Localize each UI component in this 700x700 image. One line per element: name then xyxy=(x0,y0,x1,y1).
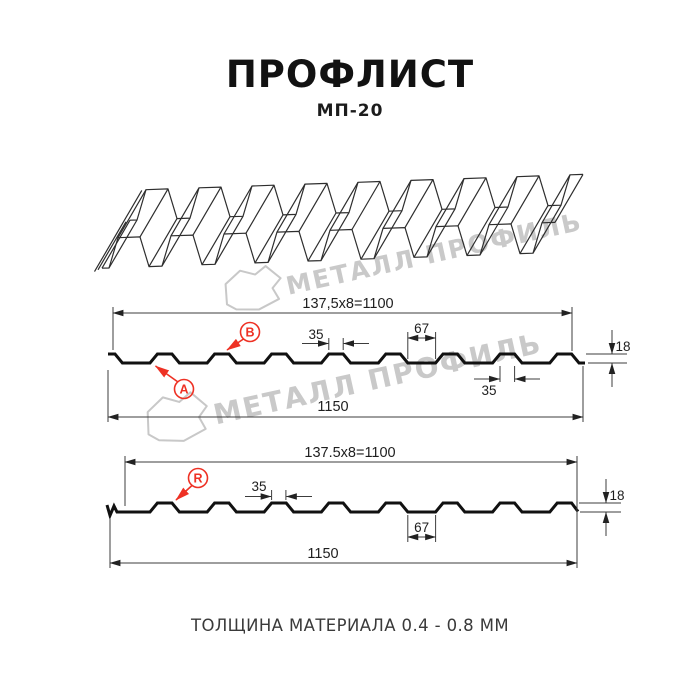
sheet-3d-cut-edge-thickness xyxy=(93,190,143,272)
material-thickness-note: ТОЛЩИНА МАТЕРИАЛА 0.4 - 0.8 ММ xyxy=(191,616,509,635)
callout-r-letter: R xyxy=(193,472,202,486)
callout-a: A xyxy=(154,365,195,400)
profile-outline-side-a xyxy=(108,352,585,365)
dimension-label: 18 xyxy=(616,339,631,354)
dimension-label: 137,5x8=1100 xyxy=(302,296,393,312)
cross-section-side-r: 137.5x8=1100 35 67 xyxy=(105,445,625,568)
sheet-3d-view xyxy=(93,173,584,272)
callout-b: B xyxy=(226,321,261,351)
profile-outline-side-r xyxy=(105,501,580,521)
callout-r: R xyxy=(175,467,209,501)
dimension-profile-height: 18 xyxy=(586,330,631,387)
cross-section-side-a: 137,5x8=1100 35 67 xyxy=(107,296,631,422)
dimension-label: 1150 xyxy=(317,399,348,415)
metal-profil-logo-icon xyxy=(224,265,282,311)
dimension-label: 35 xyxy=(308,327,323,342)
dimension-valley-width: 67 xyxy=(407,515,437,542)
dimension-overall-width: 1150 xyxy=(107,366,584,422)
profile-model-subtitle: МП-20 xyxy=(316,101,384,121)
dimension-label: 67 xyxy=(414,321,429,336)
dimension-label: 35 xyxy=(481,383,496,398)
metal-profil-logo-icon xyxy=(146,391,208,442)
dimension-label: 137.5x8=1100 xyxy=(304,445,395,461)
watermark-text: МЕТАЛЛ ПРОФИЛЬ xyxy=(283,207,585,301)
dimension-working-width: 137,5x8=1100 xyxy=(112,296,573,351)
dimension-label: 67 xyxy=(414,520,429,535)
dimension-profile-height: 18 xyxy=(579,479,625,536)
watermark-lower: МЕТАЛЛ ПРОФИЛЬ xyxy=(146,327,545,442)
dimension-crest-width-bottom: 35 xyxy=(474,366,540,398)
dimension-overall-width: 1150 xyxy=(109,518,578,568)
dimension-working-width: 137.5x8=1100 xyxy=(124,445,578,568)
sheet-3d-far-edge-profile xyxy=(129,173,584,221)
dimension-label: 18 xyxy=(610,488,625,503)
watermark-upper: МЕТАЛЛ ПРОФИЛЬ xyxy=(224,207,585,311)
sheet-3d-near-edge-profile xyxy=(101,221,556,269)
dimension-crest-width: 35 xyxy=(302,327,369,350)
callout-a-letter: A xyxy=(179,383,188,397)
dimension-valley-width: 67 xyxy=(407,321,437,359)
dimension-crest-width: 35 xyxy=(245,479,312,500)
dimension-label: 1150 xyxy=(307,546,338,562)
dimension-label: 35 xyxy=(251,479,266,494)
sheet-3d-rib-lines xyxy=(101,174,584,269)
page-title: ПРОФЛИСТ xyxy=(225,53,475,96)
callout-b-letter: B xyxy=(245,326,254,340)
